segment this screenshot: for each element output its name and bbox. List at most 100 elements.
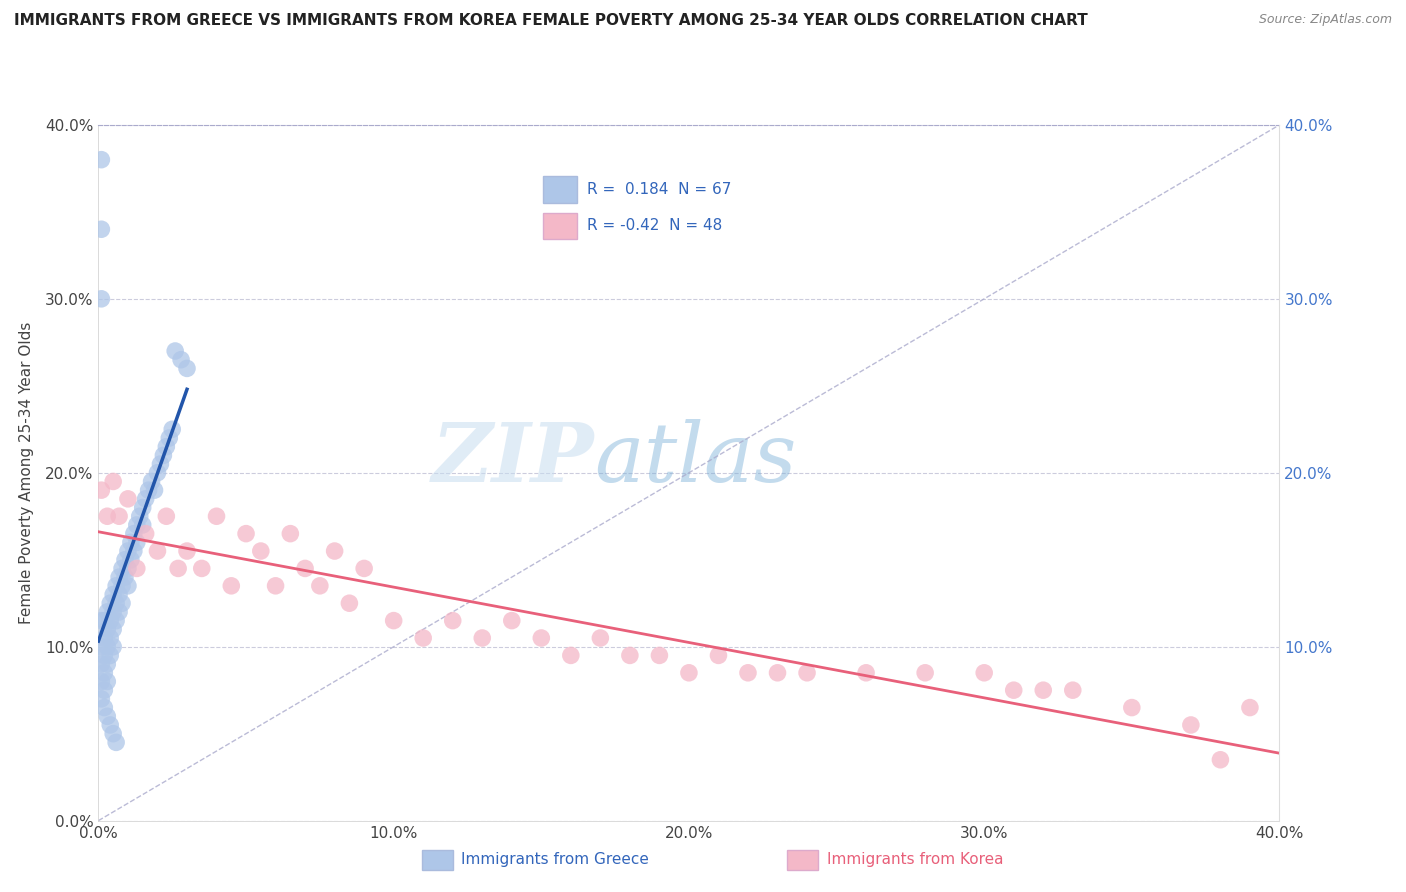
Point <box>114 570 136 584</box>
Point <box>108 605 131 619</box>
Point <box>114 552 136 567</box>
Point <box>105 614 128 628</box>
Point <box>501 614 523 628</box>
Point <box>1002 683 1025 698</box>
Point <box>441 614 464 628</box>
Point <box>103 587 125 601</box>
Point <box>914 665 936 680</box>
Y-axis label: Female Poverty Among 25-34 Year Olds: Female Poverty Among 25-34 Year Olds <box>18 322 34 624</box>
Point <box>93 683 115 698</box>
Point <box>96 605 118 619</box>
Point <box>138 483 160 497</box>
Point <box>149 457 172 471</box>
Point <box>90 614 112 628</box>
Point <box>96 709 118 723</box>
Point <box>96 674 118 689</box>
Point <box>235 526 257 541</box>
Text: Immigrants from Greece: Immigrants from Greece <box>461 853 650 867</box>
Point <box>167 561 190 575</box>
Point <box>1180 718 1202 732</box>
Point <box>353 561 375 575</box>
Point <box>93 648 115 663</box>
Point <box>157 431 180 445</box>
Point <box>93 614 115 628</box>
Point <box>678 665 700 680</box>
Point <box>90 640 112 654</box>
Point <box>323 544 346 558</box>
Point <box>98 718 121 732</box>
Point <box>108 509 131 524</box>
Point <box>96 623 118 637</box>
Point <box>128 509 150 524</box>
Text: atlas: atlas <box>595 419 797 499</box>
Point <box>90 153 112 167</box>
Text: Source: ZipAtlas.com: Source: ZipAtlas.com <box>1258 13 1392 27</box>
Point <box>103 623 125 637</box>
Point <box>125 561 148 575</box>
Point <box>1032 683 1054 698</box>
Point <box>278 526 302 541</box>
Text: Immigrants from Korea: Immigrants from Korea <box>827 853 1004 867</box>
Point <box>219 579 242 593</box>
Point <box>619 648 641 663</box>
Point <box>1062 683 1084 698</box>
Text: IMMIGRANTS FROM GREECE VS IMMIGRANTS FROM KOREA FEMALE POVERTY AMONG 25-34 YEAR : IMMIGRANTS FROM GREECE VS IMMIGRANTS FRO… <box>14 13 1088 29</box>
Point <box>90 674 112 689</box>
Point <box>143 483 166 497</box>
Point <box>98 614 121 628</box>
Point <box>294 561 316 575</box>
Point <box>162 422 183 436</box>
Point <box>98 631 121 645</box>
Point <box>117 579 139 593</box>
Point <box>111 561 134 575</box>
Point <box>90 483 112 497</box>
Point <box>146 466 169 480</box>
Point <box>560 648 582 663</box>
Point <box>105 596 128 610</box>
Point <box>737 665 759 680</box>
Point <box>98 648 121 663</box>
Point <box>205 509 228 524</box>
Point <box>122 544 145 558</box>
Point <box>412 631 434 645</box>
Point <box>589 631 612 645</box>
Point <box>176 361 198 376</box>
Point <box>98 596 121 610</box>
Point <box>796 665 818 680</box>
Point <box>155 440 177 454</box>
Point <box>309 579 332 593</box>
Point <box>103 640 125 654</box>
Point <box>90 222 112 236</box>
Text: ZIP: ZIP <box>432 419 595 499</box>
Point <box>120 552 142 567</box>
Point <box>1209 753 1232 767</box>
Point <box>264 579 287 593</box>
Point <box>105 735 128 749</box>
Point <box>117 544 139 558</box>
FancyBboxPatch shape <box>543 212 576 239</box>
Point <box>155 509 177 524</box>
Point <box>93 665 115 680</box>
Point <box>96 640 118 654</box>
Point <box>707 648 730 663</box>
Point <box>90 692 112 706</box>
Point <box>471 631 494 645</box>
Point <box>111 596 134 610</box>
Point <box>117 561 139 575</box>
Text: R =  0.184  N = 67: R = 0.184 N = 67 <box>588 182 731 196</box>
Point <box>93 700 115 714</box>
Point <box>122 526 145 541</box>
Point <box>96 509 118 524</box>
Point <box>135 491 157 506</box>
Point <box>132 500 155 515</box>
Point <box>117 491 139 506</box>
Point <box>103 475 125 489</box>
Point <box>108 587 131 601</box>
Point <box>165 343 187 358</box>
Point <box>152 448 174 462</box>
Point <box>250 544 273 558</box>
Point <box>146 544 169 558</box>
Point <box>339 596 360 610</box>
Point <box>111 579 134 593</box>
Point <box>176 544 198 558</box>
